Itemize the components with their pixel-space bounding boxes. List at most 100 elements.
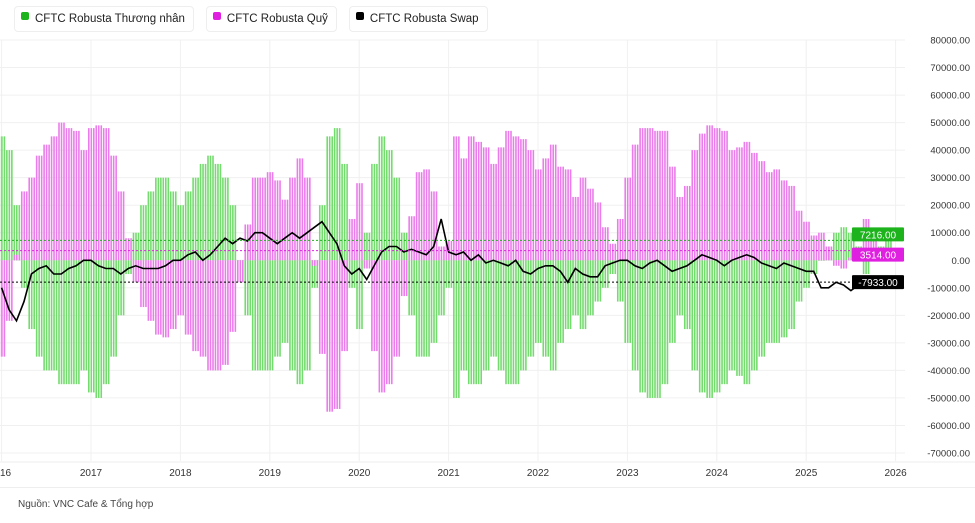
bar-funds	[756, 152, 758, 261]
legend-item-swap[interactable]: CFTC Robusta Swap	[348, 6, 488, 32]
bar-funds	[227, 260, 229, 365]
bar-funds	[572, 196, 574, 261]
x-tick-label: 16	[0, 468, 12, 479]
bar-funds	[820, 232, 823, 261]
bar-funds	[612, 243, 614, 261]
bar-funds	[281, 199, 284, 261]
bar-funds	[115, 155, 117, 261]
y-tick-label: 60000.00	[930, 91, 970, 102]
bar-commercial	[80, 260, 83, 371]
bar-funds	[753, 152, 756, 261]
bar-funds	[358, 183, 361, 261]
bar-funds	[549, 144, 552, 261]
bar-commercial	[58, 260, 60, 385]
bar-commercial	[192, 177, 194, 261]
y-tick-label: -20000.00	[927, 311, 970, 322]
bar-funds	[373, 260, 376, 352]
bar-funds	[790, 185, 793, 261]
last-value-badge	[852, 227, 904, 242]
bar-funds	[515, 136, 517, 261]
bar-commercial	[232, 205, 234, 261]
bar-commercial	[279, 260, 281, 357]
bar-commercial	[182, 205, 184, 261]
bar-commercial	[326, 136, 328, 261]
bar-commercial	[460, 260, 463, 371]
bar-commercial	[194, 177, 197, 261]
bar-commercial	[373, 163, 376, 261]
bar-funds	[125, 238, 127, 261]
bar-commercial	[202, 163, 204, 261]
bar-funds	[803, 221, 805, 261]
bar-funds	[202, 260, 204, 357]
bar-commercial	[157, 177, 160, 261]
bar-funds	[147, 260, 150, 321]
bar-funds	[808, 221, 810, 261]
bar-funds	[604, 227, 607, 261]
bar-funds	[246, 224, 249, 261]
bar-funds	[160, 260, 162, 335]
bar-commercial	[274, 260, 276, 357]
bar-funds	[584, 177, 587, 261]
x-tick-label: 2021	[437, 468, 460, 479]
bar-funds	[95, 125, 98, 261]
bar-funds	[316, 260, 319, 266]
x-tick-label: 2026	[884, 468, 907, 479]
bar-funds	[356, 183, 358, 261]
bar-funds	[763, 161, 766, 261]
bar-funds	[698, 133, 701, 261]
bar-commercial	[547, 260, 550, 357]
bar-commercial	[162, 177, 165, 261]
bar-commercial	[542, 260, 545, 357]
bar-funds	[286, 199, 289, 261]
bar-commercial	[733, 260, 736, 371]
bar-funds	[251, 177, 254, 261]
bar-commercial	[619, 260, 622, 302]
legend-item-commercial[interactable]: CFTC Robusta Thương nhân	[14, 6, 194, 32]
bar-commercial	[179, 205, 182, 261]
bar-commercial	[512, 260, 515, 385]
bar-commercial	[246, 260, 249, 316]
bar-commercial	[28, 260, 30, 330]
bar-funds	[418, 172, 420, 261]
bar-funds	[450, 240, 453, 261]
bar-funds	[400, 260, 403, 297]
bar-commercial	[425, 260, 428, 357]
bar-funds	[182, 260, 184, 316]
bar-commercial	[147, 191, 150, 261]
bar-commercial	[55, 260, 58, 371]
bar-funds	[75, 130, 78, 261]
legend-swatch-magenta	[212, 12, 221, 20]
bar-commercial	[251, 260, 254, 371]
bar-commercial	[254, 260, 256, 371]
bar-commercial	[224, 177, 227, 261]
bar-commercial	[736, 260, 738, 376]
bar-commercial	[698, 260, 701, 393]
bar-funds	[100, 125, 103, 261]
bar-funds	[465, 158, 468, 261]
bar-funds	[689, 185, 691, 261]
bar-commercial	[259, 260, 261, 371]
bar-commercial	[445, 260, 448, 288]
bar-commercial	[314, 260, 316, 288]
y-tick-label: -50000.00	[927, 393, 970, 404]
bar-funds	[107, 128, 110, 261]
bar-commercial	[455, 260, 458, 398]
bar-funds	[664, 130, 666, 261]
bar-funds	[338, 260, 341, 409]
bar-funds	[249, 224, 252, 261]
bar-funds	[187, 260, 189, 335]
bar-commercial	[651, 260, 654, 398]
bar-commercial	[564, 260, 567, 330]
bar-commercial	[552, 260, 554, 371]
legend-item-funds[interactable]: CFTC Robusta Quỹ	[205, 6, 337, 32]
bar-funds	[6, 260, 8, 321]
bar-commercial	[376, 163, 378, 261]
bar-commercial	[142, 205, 145, 261]
bar-commercial	[107, 260, 110, 385]
bar-funds	[276, 180, 279, 261]
bar-commercial	[174, 191, 177, 261]
bar-commercial	[626, 260, 629, 343]
bar-funds	[33, 177, 35, 261]
